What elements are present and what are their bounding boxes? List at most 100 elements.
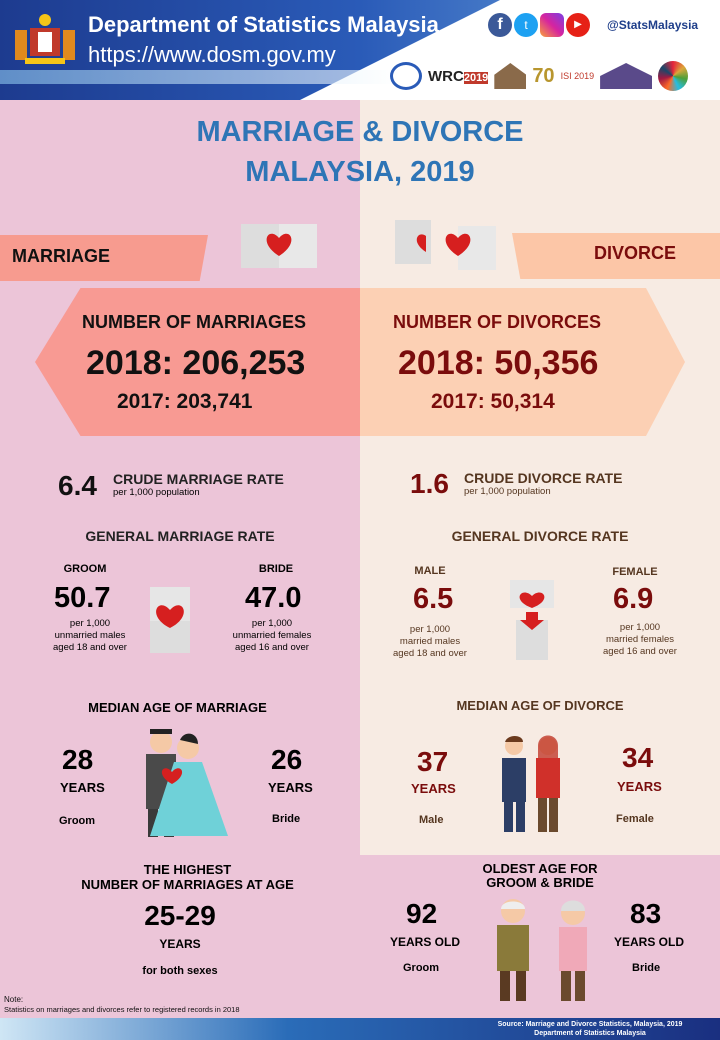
highest-age-value: 25-29 — [144, 900, 216, 931]
instagram-icon[interactable] — [540, 13, 564, 37]
bride-caption: Bride — [272, 813, 301, 825]
marriage-count-band — [35, 288, 360, 436]
70-logo: 70 — [532, 64, 555, 87]
crude-marriage-value: 6.4 — [58, 470, 97, 501]
highest-title: THE HIGHEST NUMBER OF MARRIAGES AT AGE — [0, 862, 375, 892]
female-median-age: 34 — [622, 742, 654, 773]
female-caption: Female — [616, 813, 654, 825]
oldest-title: OLDEST AGE FOR GROOM & BRIDE — [360, 862, 720, 890]
coat-of-arms-icon — [15, 14, 75, 64]
source-org: Department of Statistics Malaysia — [534, 1030, 646, 1037]
crude-divorce-sub: per 1,000 population — [464, 486, 551, 497]
female-rate: 6.9 — [613, 583, 654, 615]
groom-sub2: unmarried males — [54, 630, 126, 641]
marriage-count-title: NUMBER OF MARRIAGES — [82, 312, 306, 332]
male-rate: 6.5 — [413, 583, 454, 615]
footer — [0, 1018, 720, 1040]
groom-rate-sub: per 1,000 unmarried males aged 18 and over — [40, 618, 140, 654]
oldest-title1: OLDEST AGE FOR — [482, 861, 598, 876]
marriage-label: MARRIAGE — [12, 246, 110, 266]
bride-rate: 47.0 — [245, 582, 302, 614]
female-years: YEARS — [617, 779, 662, 794]
divorce-ribbon — [512, 233, 720, 279]
org-name: Department of Statistics Malaysia — [88, 12, 439, 37]
male-sub3: aged 18 and over — [393, 648, 467, 659]
puzzle-split-heart-icon — [510, 580, 554, 660]
bride-groom-illustration — [146, 729, 228, 837]
male-rate-sub: per 1,000 married males aged 18 and over — [380, 624, 480, 660]
divorced-couple-illustration — [502, 735, 560, 832]
footer-source: Source: Marriage and Divorce Statistics,… — [470, 1020, 710, 1038]
puzzle-broken-heart-icon — [395, 220, 496, 270]
bride-years: YEARS — [268, 780, 313, 795]
census-logo — [600, 63, 653, 89]
header-stripe — [0, 70, 400, 84]
sdg-logo — [658, 61, 689, 91]
female-label: FEMALE — [612, 566, 658, 578]
bride-label: BRIDE — [258, 563, 294, 575]
isi-logo: ISI 2019 — [560, 71, 595, 81]
groom-years: YEARS — [60, 780, 105, 795]
female-sub2: married females — [605, 634, 675, 645]
general-divorce-title: GENERAL DIVORCE RATE — [451, 528, 629, 544]
oldest-bride-caption: Bride — [632, 962, 661, 974]
oldest-groom-years: YEARS OLD — [390, 935, 461, 949]
title-line1: MARRIAGE & DIVORCE — [196, 116, 524, 148]
crude-marriage-label: CRUDE MARRIAGE RATE — [113, 471, 284, 487]
groom-sub1: per 1,000 — [69, 618, 111, 629]
highest-sub: for both sexes — [142, 965, 218, 977]
puzzle-heart-icon — [150, 587, 190, 653]
male-caption: Male — [419, 814, 444, 826]
oldest-groom-caption: Groom — [403, 962, 440, 974]
title-line2: MALAYSIA, 2019 — [245, 156, 475, 188]
bride-median-age: 26 — [271, 744, 303, 775]
divorce-count-band — [360, 288, 685, 436]
male-sub1: per 1,000 — [409, 624, 451, 635]
highest-title1: THE HIGHEST — [143, 862, 232, 877]
divorce-label: DIVORCE — [594, 243, 677, 263]
elderly-couple-illustration — [497, 899, 587, 1001]
divorce-count-title: NUMBER OF DIVORCES — [393, 312, 602, 332]
bride-rate-sub: per 1,000 unmarried females aged 16 and ov… — [222, 618, 322, 654]
youtube-icon[interactable]: ▶ — [566, 13, 590, 37]
highest-years: YEARS — [159, 937, 201, 951]
crude-marriage-sub: per 1,000 population — [113, 487, 200, 498]
partner-logos: WRC2019 70 ISI 2019 — [390, 60, 715, 92]
hiesba-logo — [494, 63, 527, 89]
general-marriage-title: GENERAL MARRIAGE RATE — [85, 528, 275, 544]
social-links: f t ▶ — [488, 13, 590, 37]
twitter-icon[interactable]: t — [514, 13, 538, 37]
female-rate-sub: per 1,000 married females aged 16 and over — [590, 622, 690, 658]
crude-divorce-label: CRUDE DIVORCE RATE — [464, 470, 623, 486]
facebook-icon[interactable]: f — [488, 13, 512, 37]
note-text: Statistics on marriages and divorces ref… — [4, 1005, 240, 1014]
divorce-count-2018: 2018: 50,356 — [398, 344, 599, 382]
bride-sub3: aged 16 and over — [235, 642, 309, 653]
median-divorce-title: MEDIAN AGE OF DIVORCE — [456, 698, 624, 713]
crude-divorce-value: 1.6 — [410, 468, 449, 499]
wrc-logo: WRC2019 — [428, 67, 489, 85]
source-text: Source: Marriage and Divorce Statistics,… — [497, 1021, 683, 1028]
note-label: Note: — [4, 995, 24, 1004]
divorce-count-2017: 2017: 50,314 — [431, 390, 555, 413]
puzzle-heart-icon — [241, 224, 317, 268]
male-median-age: 37 — [417, 746, 449, 777]
male-years: YEARS — [411, 781, 456, 796]
oldest-bride-age: 83 — [630, 898, 662, 929]
hari-statistik-logo — [390, 62, 422, 90]
groom-label: GROOM — [63, 563, 107, 575]
org-url[interactable]: https://www.dosm.gov.my — [88, 42, 336, 67]
median-marriage-title: MEDIAN AGE OF MARRIAGE — [88, 700, 267, 715]
highest-title2: NUMBER OF MARRIAGES AT AGE — [81, 877, 294, 892]
groom-median-age: 28 — [62, 744, 94, 775]
oldest-bride-years: YEARS OLD — [614, 935, 685, 949]
oldest-groom-age: 92 — [406, 898, 438, 929]
male-label: MALE — [414, 565, 446, 577]
bride-sub2: unmarried females — [232, 630, 312, 641]
marriage-count-2018: 2018: 206,253 — [86, 344, 306, 382]
groom-rate: 50.7 — [54, 582, 111, 614]
marriage-count-2017: 2017: 203,741 — [117, 390, 253, 413]
bride-sub1: per 1,000 — [251, 618, 293, 629]
groom-caption: Groom — [59, 815, 96, 827]
social-handle[interactable]: @StatsMalaysia — [607, 18, 699, 32]
